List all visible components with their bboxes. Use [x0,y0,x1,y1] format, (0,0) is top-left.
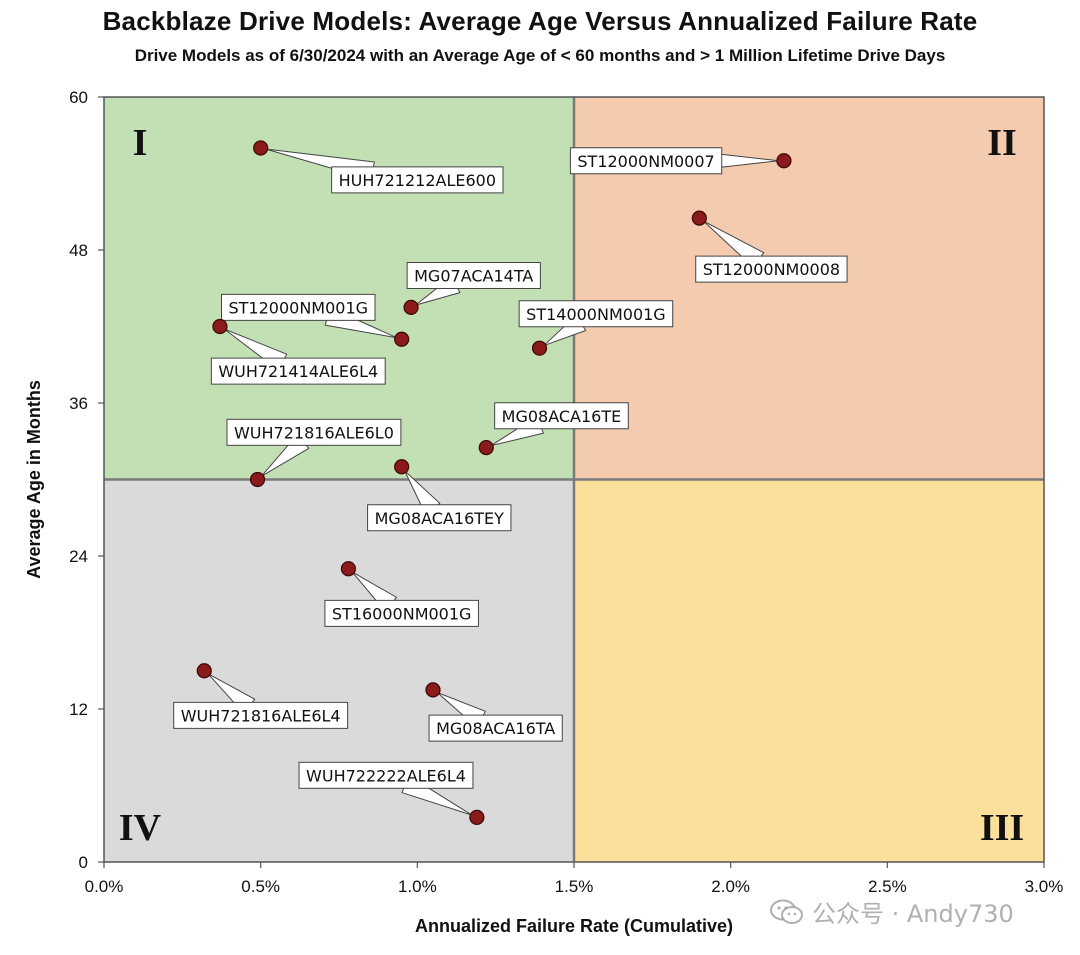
point-layer [196,140,792,825]
data-label: ST12000NM0008 [703,260,840,279]
callout-box-fill [571,148,721,173]
data-label: HUH721212ALE600 [339,171,496,190]
data-callout: MG08ACA16TA [428,691,563,742]
data-callout: ST12000NM001G [220,293,398,339]
data-point [212,318,228,335]
data-point [425,682,441,698]
quadrant-label-q3: III [980,807,1024,849]
data-label: ST14000NM001G [526,305,666,324]
data-point [394,331,410,347]
y-tick-label: 12 [69,700,88,719]
data-point [776,153,792,169]
data-point [531,340,548,356]
chart-title: Backblaze Drive Models: Average Age Vers… [102,6,978,36]
x-tick-label: 0.0% [85,877,124,896]
data-callout: WUH721816ALE6L4 [173,673,349,729]
wechat-icon [770,899,803,924]
data-label: WUH721816ALE6L0 [234,423,394,442]
y-tick-label: 0 [79,853,88,872]
x-tick-label: 3.0% [1025,877,1064,896]
callout-box-fill [300,763,472,788]
data-label: WUH721816ALE6L4 [181,706,341,725]
data-callout: ST12000NM0008 [695,220,848,283]
quadrant-label-q4: IV [119,807,162,849]
quadrant-q3 [574,479,1044,862]
callout-box-fill [696,257,847,282]
callout-layer: HUH721212ALE600 ST12000NM0007 ST12000NM000… [173,147,848,816]
data-label: MG07ACA14TA [414,267,533,286]
callout-box-fill [520,301,672,326]
data-label: MG08ACA16TEY [375,509,505,528]
x-tick-label: 2.5% [868,877,907,896]
quadrant-label-q2: II [987,122,1017,164]
data-label: ST12000NM001G [228,298,368,317]
y-tick-label: 60 [69,88,88,107]
y-tick-label: 24 [69,547,88,566]
data-callout: ST14000NM001G [518,300,674,347]
data-point [403,299,419,315]
data-point [469,809,485,825]
data-label: WUH721414ALE6L4 [218,362,378,381]
data-callout: ST16000NM001G [324,571,479,627]
y-tick-label: 48 [69,241,88,260]
y-tick-label: 36 [69,394,88,413]
data-point [340,561,356,577]
x-tick-label: 1.5% [555,877,594,896]
data-point [394,459,410,475]
data-callout: WUH722222ALE6L4 [298,761,474,816]
data-callout: MG07ACA14TA [406,262,541,306]
data-callout: MG08ACA16TEY [367,470,512,532]
x-tick-label: 2.0% [711,877,750,896]
callout-box-fill [430,716,562,741]
data-point [253,140,269,156]
data-callout: WUH721414ALE6L4 [210,328,386,385]
x-tick-label: 1.0% [398,877,437,896]
callout-box-fill [174,703,347,728]
data-point [478,440,494,456]
y-axis-title: Average Age in Months [24,380,44,579]
callout-box-fill [227,420,400,445]
callout-box-fill [212,359,385,384]
watermark: 公众号 · Andy730 [770,894,1014,929]
chart-subtitle: Drive Models as of 6/30/2024 with an Ave… [134,46,946,65]
callout-box-fill [222,295,375,320]
x-tick-label: 0.5% [241,877,280,896]
data-callout: WUH721816ALE6L0 [226,418,402,477]
callout-box-fill [332,167,503,192]
quadrant-label-q1: I [133,122,148,164]
callout-box-fill [495,403,628,428]
callout-box-fill [408,263,540,288]
callout-box-fill [368,505,510,530]
callout-box-fill [325,601,478,626]
data-point [196,663,212,679]
data-point [691,210,707,226]
data-label: MG08ACA16TE [502,407,622,426]
data-label: ST16000NM001G [332,604,472,623]
data-callout: HUH721212ALE600 [265,148,504,194]
data-callout: ST12000NM0007 [569,147,780,175]
data-label: WUH722222ALE6L4 [306,766,466,785]
data-callout: MG08ACA16TE [490,402,629,447]
data-point [249,471,266,488]
watermark-text: 公众号 · Andy730 [812,900,1014,928]
data-label: MG08ACA16TA [436,719,555,738]
x-axis-title: Annualized Failure Rate (Cumulative) [415,916,733,936]
quadrant-q4 [104,479,574,862]
data-label: ST12000NM0007 [577,152,714,171]
